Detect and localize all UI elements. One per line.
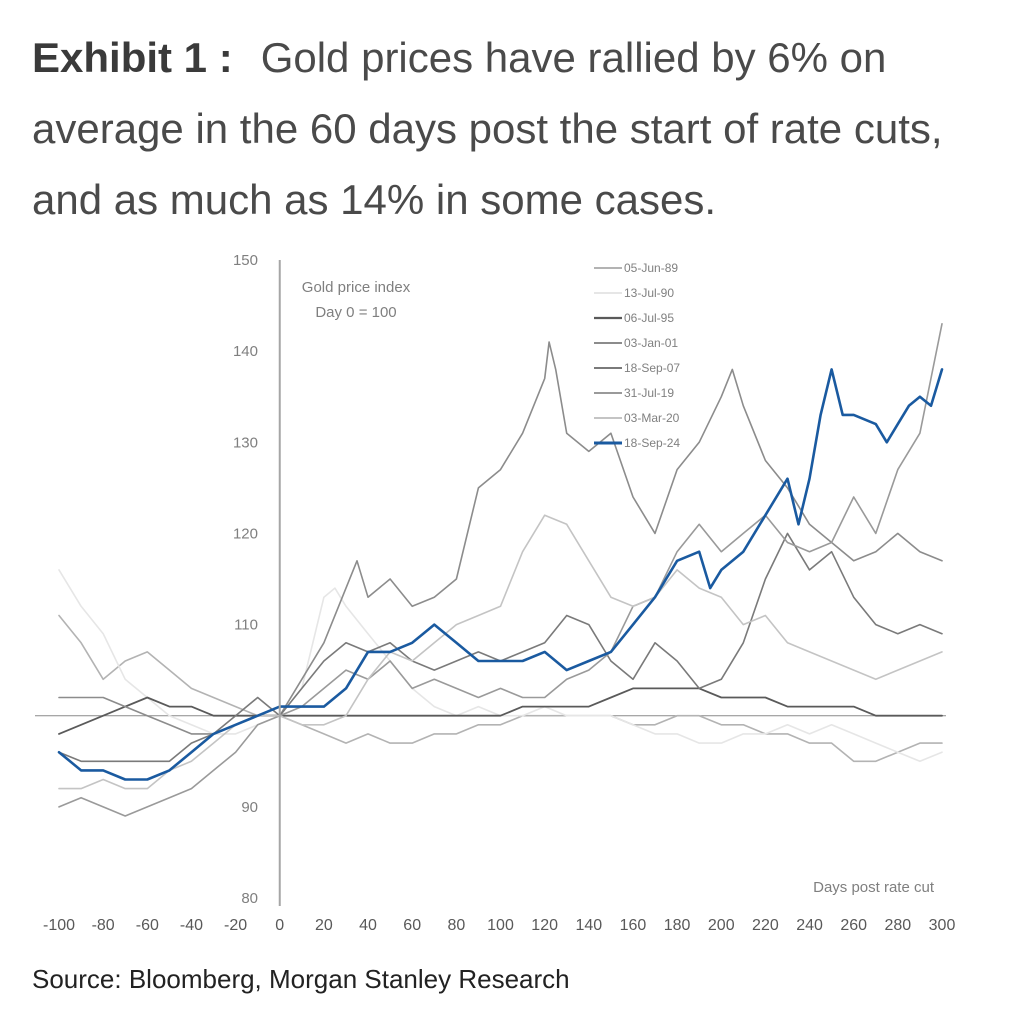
x-tick-label: -100 (43, 917, 75, 934)
y-tick-label: 150 (233, 252, 258, 269)
x-tick-label: 120 (531, 917, 558, 934)
title-text: Gold prices have rallied by 6% on averag… (32, 34, 943, 223)
series-line-18-sep-24 (57, 368, 944, 781)
x-tick-label: -80 (92, 917, 115, 934)
x-axis-ticks: -100 -80 -60 -40 -20 0 20 40 60 80 100 120 140 160 180… (43, 917, 955, 934)
legend-label-03-jan-01: 03-Jan-01 (624, 336, 678, 350)
x-tick-label: 280 (884, 917, 911, 934)
exhibit-label: Exhibit 1 : (32, 34, 233, 81)
x-tick-label: 300 (929, 917, 956, 934)
y-axis-label-line-1: Gold price index (302, 279, 411, 296)
y-tick-label: 90 (241, 799, 258, 816)
x-tick-label: 160 (620, 917, 647, 934)
x-tick-label: 240 (796, 917, 823, 934)
x-tick-label: -40 (180, 917, 203, 934)
plot-background (30, 252, 980, 884)
y-tick-label: 140 (233, 343, 258, 360)
series-line-31-jul-19 (58, 323, 943, 817)
y-tick-label: 110 (234, 617, 258, 634)
series-line-06-jul-95 (58, 687, 943, 735)
x-tick-label: 40 (359, 917, 377, 934)
x-tick-label: 80 (447, 917, 465, 934)
x-tick-label: 200 (708, 917, 735, 934)
legend-label-06-jul-95: 06-Jul-95 (624, 311, 674, 325)
x-tick-label: -20 (224, 917, 247, 934)
legend-label-31-jul-19: 31-Jul-19 (624, 386, 674, 400)
series-line-03-mar-20 (58, 514, 943, 790)
series-line-05-jun-89 (58, 614, 943, 763)
x-tick-label: 60 (403, 917, 421, 934)
x-tick-label: 100 (487, 917, 514, 934)
source-note: Source: Bloomberg, Morgan Stanley Resear… (32, 964, 570, 994)
legend-label-18-sep-24: 18-Sep-24 (624, 436, 680, 450)
x-tick-label: 20 (315, 917, 333, 934)
legend-label-03-mar-20: 03-Mar-20 (624, 411, 680, 425)
series-layer (57, 323, 944, 817)
y-tick-label: 130 (233, 434, 258, 451)
x-tick-label: 180 (664, 917, 691, 934)
x-tick-label: 260 (840, 917, 867, 934)
series-line-13-jul-90 (58, 569, 943, 763)
x-tick-label: 0 (275, 917, 284, 934)
x-tick-label: -60 (136, 917, 159, 934)
y-tick-label: 120 (233, 525, 258, 542)
legend-label-05-jun-89: 05-Jun-89 (624, 261, 678, 275)
legend-label-18-sep-07: 18-Sep-07 (624, 361, 680, 375)
x-axis-label: Days post rate cut (813, 879, 935, 896)
line-chart: 80 90 110 120 130 140 150 -100 -80 -60 -40 -20 0 20 4… (30, 252, 980, 934)
x-tick-label: 220 (752, 917, 779, 934)
legend: 05-Jun-89 13-Jul-90 06-Jul-95 03-Jan-01 18-S… (594, 261, 680, 450)
x-tick-label: 140 (575, 917, 602, 934)
y-axis-label-line-2: Day 0 = 100 (315, 304, 396, 321)
chart-title: Exhibit 1 : Gold prices have rallied by 6… (32, 22, 992, 235)
legend-label-13-jul-90: 13-Jul-90 (624, 286, 674, 300)
y-axis-ticks: 80 90 110 120 130 140 150 (233, 252, 258, 907)
y-tick-label: 80 (241, 890, 258, 907)
